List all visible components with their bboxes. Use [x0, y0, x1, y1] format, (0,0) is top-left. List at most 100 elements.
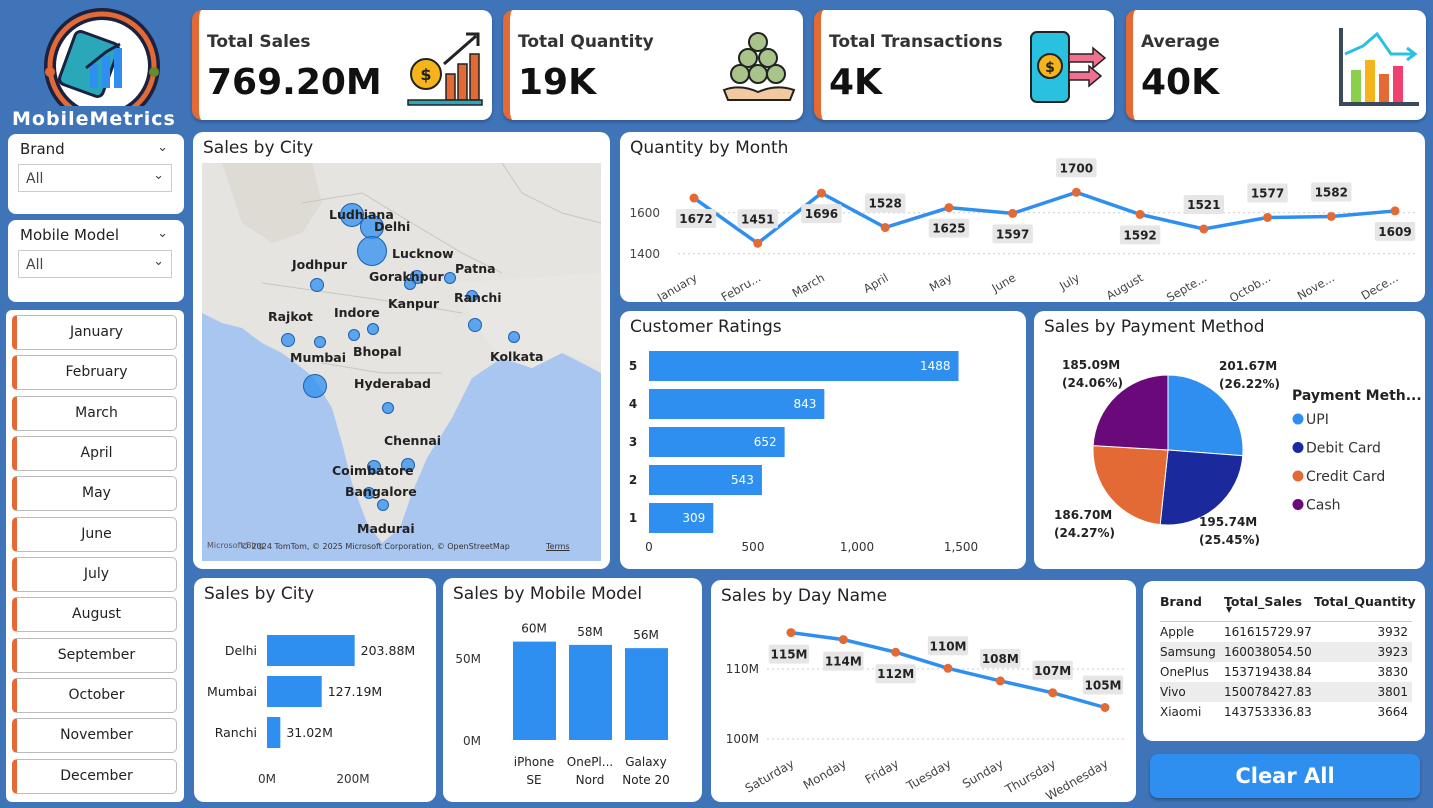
x-tick: January [654, 270, 700, 302]
city-bubble[interactable] [382, 402, 394, 414]
data-point [891, 647, 901, 657]
data-label-bg [1032, 660, 1073, 680]
pie-slice [1167, 374, 1244, 457]
table-cell: 3830 [1377, 665, 1408, 679]
city-bubble[interactable] [314, 336, 326, 348]
money-bars-icon: $ [407, 32, 483, 106]
table-cell: 3664 [1377, 705, 1408, 719]
city-bubble[interactable] [466, 290, 478, 302]
month-button[interactable]: June [12, 517, 177, 552]
data-point [995, 676, 1005, 686]
x-tick: 1,000 [840, 540, 874, 554]
y-tick: 2 [629, 473, 637, 487]
month-button[interactable]: February [12, 355, 177, 390]
data-label-bg [1183, 194, 1225, 214]
city-label: Hyderabad [354, 376, 431, 391]
data-point [816, 188, 826, 198]
pie-pct-label: (25.45%) [1199, 533, 1260, 547]
city-bubble[interactable] [310, 278, 324, 292]
city-label: Jodhpur [292, 257, 348, 272]
month-button[interactable]: November [12, 718, 177, 753]
data-label: 1451 [741, 212, 774, 226]
table-cell: OnePlus [1160, 665, 1209, 679]
x-tick: July [1056, 270, 1082, 293]
data-label: 543 [731, 473, 754, 487]
bar [649, 465, 762, 495]
data-point [1390, 206, 1400, 216]
table-cell: 153719438.84 [1224, 665, 1312, 679]
city-label: Mumbai [290, 350, 347, 365]
kpi-total-quantity: Total Quantity 19K [503, 10, 803, 120]
city-bubble[interactable] [401, 458, 415, 472]
month-button[interactable]: December [12, 759, 177, 794]
data-label: 108M [982, 652, 1019, 666]
month-button[interactable]: March [12, 396, 177, 431]
kpi-label: Total Quantity [518, 32, 654, 52]
data-label-bg [927, 636, 969, 656]
india-map[interactable] [202, 163, 601, 561]
data-point [944, 203, 954, 213]
city-bubble[interactable] [303, 374, 327, 398]
city-bubble[interactable] [348, 329, 360, 341]
x-tick: Octob... [1227, 270, 1273, 302]
city-bubble[interactable] [444, 272, 456, 284]
brand-dropdown[interactable]: All ⌄ [18, 164, 172, 192]
data-label: 107M [1034, 664, 1071, 678]
pie-pct-label: (24.06%) [1062, 376, 1123, 390]
city-bubble[interactable] [468, 318, 482, 332]
data-label: 115M [771, 648, 808, 662]
month-button[interactable]: October [12, 678, 177, 713]
x-tick: OnePl... [567, 755, 613, 769]
city-bubble[interactable] [363, 487, 375, 499]
table-header-brand[interactable]: Brand [1160, 594, 1202, 609]
city-bubble[interactable] [377, 499, 389, 511]
pie-value-label: 201.67M [1219, 359, 1277, 373]
table-cell: 3923 [1377, 645, 1408, 659]
data-label-bg [928, 218, 970, 238]
data-label: 1625 [932, 222, 965, 236]
city-bubble[interactable] [367, 460, 381, 474]
customer-ratings-chart: 5 1488 4 843 3 652 2 543 1 309 0 500 1,000 1,500 [629, 351, 978, 554]
pie-slice [1092, 374, 1169, 451]
data-point [689, 193, 699, 203]
month-button[interactable]: January [12, 315, 177, 350]
x-tick: April [861, 270, 891, 295]
city-bubble[interactable] [508, 331, 520, 343]
city-label: Ludhiana [329, 207, 394, 222]
month-button[interactable]: May [12, 476, 177, 511]
legend-item: Credit Card [1306, 469, 1385, 485]
city-label: Patna [455, 261, 496, 276]
logo-text: MobileMetrics [12, 108, 176, 130]
y-tick: 5 [629, 359, 637, 373]
payment-method-card: Sales by Payment Method 201.67M (26.22%) 1… [1034, 311, 1425, 569]
y-tick: 4 [629, 397, 637, 411]
bar [649, 389, 825, 419]
city-bubble[interactable] [357, 236, 387, 266]
bar [649, 427, 785, 457]
table-header-qty[interactable]: Total_Quantity [1314, 594, 1416, 609]
city-bubble[interactable] [367, 323, 379, 335]
month-slicer: January February March April May June Ju… [6, 310, 184, 802]
month-button[interactable]: July [12, 557, 177, 592]
month-button[interactable]: April [12, 436, 177, 471]
data-label: 112M [877, 667, 914, 681]
y-tick: 3 [629, 435, 637, 449]
city-bubble[interactable] [404, 278, 416, 290]
chevron-down-icon[interactable]: ⌄ [157, 140, 168, 155]
table-header-sales[interactable]: Total_Sales [1224, 594, 1303, 609]
city-bubble[interactable] [281, 333, 295, 347]
map-terms-link[interactable]: Terms [546, 542, 570, 551]
data-label-bg [1247, 183, 1288, 203]
bar-chart-trend-icon [1339, 28, 1419, 106]
clear-all-button[interactable]: Clear All [1150, 754, 1420, 798]
month-button[interactable]: September [12, 638, 177, 673]
data-point [1008, 208, 1018, 218]
table-header: Brand Total_Sales ▼ Total_Quantity [1160, 592, 1416, 622]
y-tick: 1600 [629, 206, 660, 220]
chevron-down-icon: ⌄ [153, 168, 164, 183]
data-point [838, 635, 848, 645]
model-dropdown[interactable]: All ⌄ [18, 250, 172, 278]
month-button[interactable]: August [12, 597, 177, 632]
chevron-down-icon[interactable]: ⌄ [157, 226, 168, 241]
sort-desc-icon: ▼ [1226, 605, 1233, 614]
